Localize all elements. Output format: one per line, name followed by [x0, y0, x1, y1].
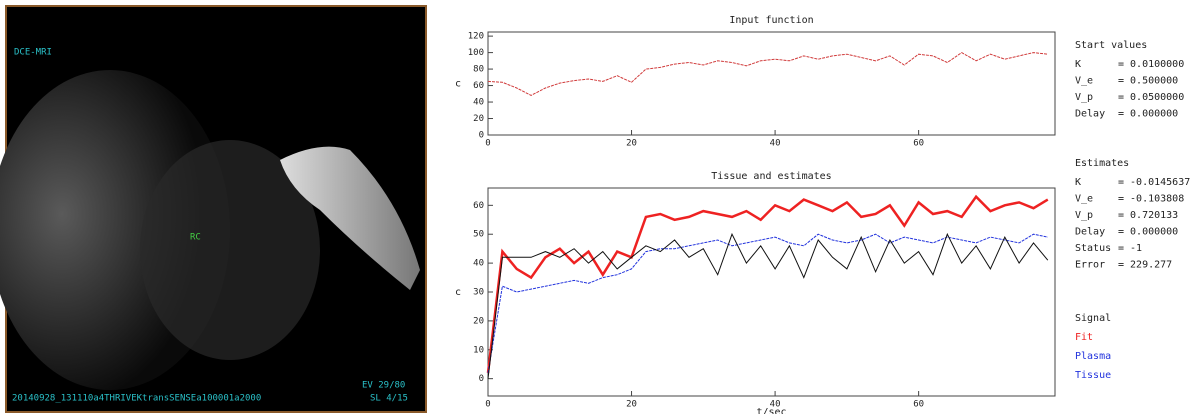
- param-value: = 229.277: [1118, 260, 1172, 271]
- y-tick-label: 40: [473, 98, 484, 108]
- y-tick-label: 20: [473, 316, 484, 326]
- param-name: V_e: [1075, 194, 1093, 205]
- series-line: [487, 232, 1049, 379]
- chart-title: Tissue and estimates: [711, 171, 831, 182]
- x-axis-label: t/sec: [756, 407, 786, 414]
- param-value: = 0.000000: [1118, 109, 1178, 120]
- x-tick-label: 20: [626, 139, 637, 149]
- bright-region: [280, 146, 420, 290]
- y-tick-label: 0: [479, 374, 484, 384]
- param-value: = 0.720133: [1118, 210, 1178, 221]
- param-value: = 0.000000: [1118, 227, 1178, 238]
- legend-title: Signal: [1075, 313, 1111, 324]
- chart-title: Input function: [729, 15, 813, 26]
- legend-entry: Plasma: [1075, 351, 1111, 362]
- panel-title: Estimates: [1075, 158, 1129, 169]
- image-label: 20140928_131110a4THRIVEKtransSENSEa10000…: [12, 394, 261, 404]
- param-name: Status: [1075, 243, 1111, 254]
- x-tick-label: 0: [485, 139, 490, 149]
- x-tick-label: 20: [626, 400, 637, 410]
- series-line: [486, 194, 1049, 374]
- param-value: = 0.0500000: [1118, 92, 1184, 103]
- y-tick-label: 30: [473, 288, 484, 298]
- image-label: EV 29/80: [362, 381, 405, 391]
- param-name: V_p: [1075, 92, 1093, 103]
- param-value: = -0.0145637: [1118, 177, 1190, 188]
- y-tick-label: 60: [473, 81, 484, 91]
- y-tick-label: 60: [473, 201, 484, 211]
- y-tick-label: 80: [473, 65, 484, 75]
- roi-label: RC: [190, 233, 201, 243]
- y-tick-label: 50: [473, 230, 484, 240]
- param-value: = -0.103808: [1118, 194, 1184, 205]
- param-name: Delay: [1075, 227, 1105, 238]
- tissue-region: [140, 140, 320, 360]
- series-line: [487, 233, 1048, 373]
- y-tick-label: 0: [479, 131, 484, 141]
- series-line: [487, 52, 1048, 96]
- param-value: = -1: [1118, 243, 1142, 254]
- y-tick-label: 20: [473, 114, 484, 124]
- legend-entry: Fit: [1075, 332, 1093, 343]
- param-name: V_p: [1075, 210, 1093, 221]
- y-tick-label: 120: [468, 32, 484, 42]
- param-name: K: [1075, 177, 1081, 188]
- y-axis-label: c: [455, 79, 461, 90]
- y-tick-label: 40: [473, 259, 484, 269]
- x-tick-label: 40: [770, 139, 781, 149]
- param-name: Delay: [1075, 109, 1105, 120]
- y-tick-label: 10: [473, 345, 484, 355]
- x-tick-label: 0: [485, 400, 490, 410]
- param-value: = 0.0100000: [1118, 59, 1184, 70]
- x-tick-label: 60: [913, 400, 924, 410]
- y-axis-label: c: [455, 287, 461, 298]
- panel-title: Start values: [1075, 40, 1147, 51]
- mri-panel: DCE-MRI RC EV 29/80 20140928_131110a4THR…: [0, 5, 427, 413]
- y-tick-label: 100: [468, 48, 484, 58]
- plot-frame: [487, 31, 1056, 136]
- image-label: SL 4/15: [370, 394, 408, 404]
- param-name: V_e: [1075, 76, 1093, 87]
- x-tick-label: 60: [913, 139, 924, 149]
- legend-entry: Tissue: [1075, 370, 1111, 381]
- x-tick-label: 40: [770, 400, 781, 410]
- param-name: K: [1075, 59, 1081, 70]
- plot-frame: [487, 187, 1056, 397]
- param-value: = 0.500000: [1118, 76, 1178, 87]
- param-name: Error: [1075, 260, 1105, 271]
- image-label: DCE-MRI: [14, 48, 52, 58]
